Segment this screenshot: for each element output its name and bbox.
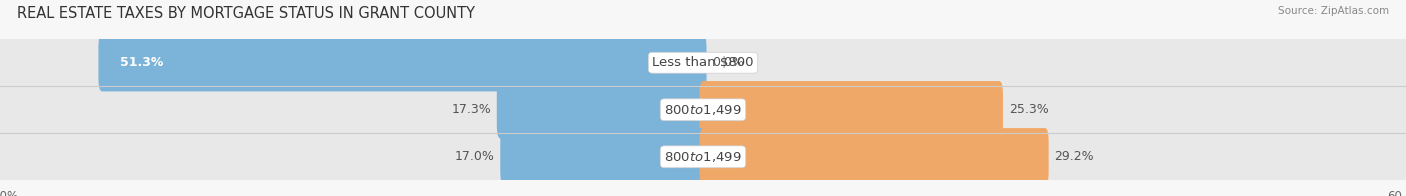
FancyBboxPatch shape: [700, 81, 1002, 138]
Text: 17.3%: 17.3%: [451, 103, 491, 116]
FancyBboxPatch shape: [700, 128, 1049, 185]
FancyBboxPatch shape: [700, 81, 1406, 138]
FancyBboxPatch shape: [98, 34, 707, 91]
Bar: [0, 133, 1406, 180]
Text: 29.2%: 29.2%: [1054, 150, 1094, 163]
Text: 17.0%: 17.0%: [454, 150, 495, 163]
Text: $800 to $1,499: $800 to $1,499: [664, 103, 742, 117]
Bar: [0, 86, 1406, 133]
Text: 51.3%: 51.3%: [120, 56, 163, 69]
FancyBboxPatch shape: [700, 128, 1406, 185]
Text: 0.0%: 0.0%: [713, 56, 744, 69]
FancyBboxPatch shape: [0, 128, 707, 185]
Text: $800 to $1,499: $800 to $1,499: [664, 150, 742, 164]
Bar: [0, 39, 1406, 86]
FancyBboxPatch shape: [0, 34, 707, 91]
FancyBboxPatch shape: [501, 128, 707, 185]
FancyBboxPatch shape: [496, 81, 707, 138]
FancyBboxPatch shape: [0, 81, 707, 138]
Text: 25.3%: 25.3%: [1010, 103, 1049, 116]
Text: REAL ESTATE TAXES BY MORTGAGE STATUS IN GRANT COUNTY: REAL ESTATE TAXES BY MORTGAGE STATUS IN …: [17, 6, 475, 21]
Text: Source: ZipAtlas.com: Source: ZipAtlas.com: [1278, 6, 1389, 16]
Text: Less than $800: Less than $800: [652, 56, 754, 69]
FancyBboxPatch shape: [700, 34, 1406, 91]
